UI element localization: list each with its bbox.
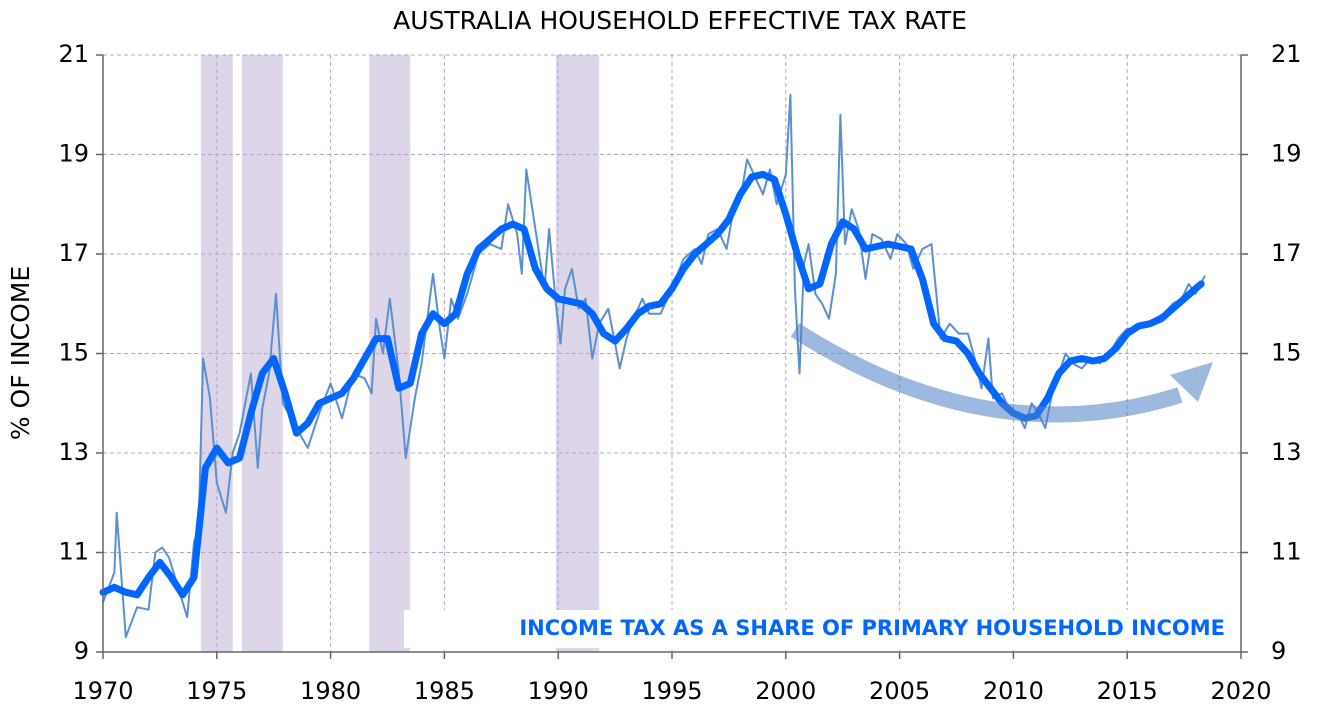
- y-tick-label: 17: [58, 239, 89, 267]
- arrow-body: [790, 323, 1183, 423]
- y2-tick-label: 15: [1271, 339, 1302, 367]
- y2-tick-label: 19: [1271, 140, 1302, 168]
- axes: 9 9 11 11 13 13 15 15 17 17 19 19 21 21 1970 1975 1980 19…: [58, 40, 1301, 705]
- x-tick-label: 2015: [1097, 677, 1158, 705]
- y-tick-label: 13: [58, 438, 89, 466]
- y-axis-label: % OF INCOME: [6, 266, 35, 440]
- y2-tick-label: 13: [1271, 438, 1302, 466]
- y2-tick-label: 17: [1271, 239, 1302, 267]
- x-tick-label: 2010: [983, 677, 1044, 705]
- chart-title: AUSTRALIA HOUSEHOLD EFFECTIVE TAX RATE: [393, 6, 967, 35]
- x-tick-label: 1975: [186, 677, 247, 705]
- x-tick-label: 1980: [300, 677, 361, 705]
- shaded-period: [241, 55, 283, 652]
- y-tick-label: 21: [58, 40, 89, 68]
- x-tick-label: 2005: [869, 677, 930, 705]
- x-tick-label: 1995: [641, 677, 702, 705]
- y-tick-label: 19: [58, 140, 89, 168]
- y2-tick-label: 9: [1271, 637, 1286, 665]
- x-tick-label: 1970: [72, 677, 133, 705]
- arrow-head: [1170, 362, 1213, 402]
- y2-tick-label: 21: [1271, 40, 1302, 68]
- x-tick-label: 2020: [1210, 677, 1271, 705]
- y-tick-label: 15: [58, 339, 89, 367]
- annotation: INCOME TAX AS A SHARE OF PRIMARY HOUSEHO…: [519, 616, 1225, 640]
- x-tick-label: 1985: [414, 677, 475, 705]
- trend-arrow: [790, 323, 1213, 423]
- x-tick-label: 1990: [528, 677, 589, 705]
- y-tick-label: 9: [74, 637, 89, 665]
- x-tick-label: 2000: [755, 677, 816, 705]
- y-tick-label: 11: [58, 538, 89, 566]
- y2-tick-label: 11: [1271, 538, 1302, 566]
- annotation-bg: [404, 610, 1234, 648]
